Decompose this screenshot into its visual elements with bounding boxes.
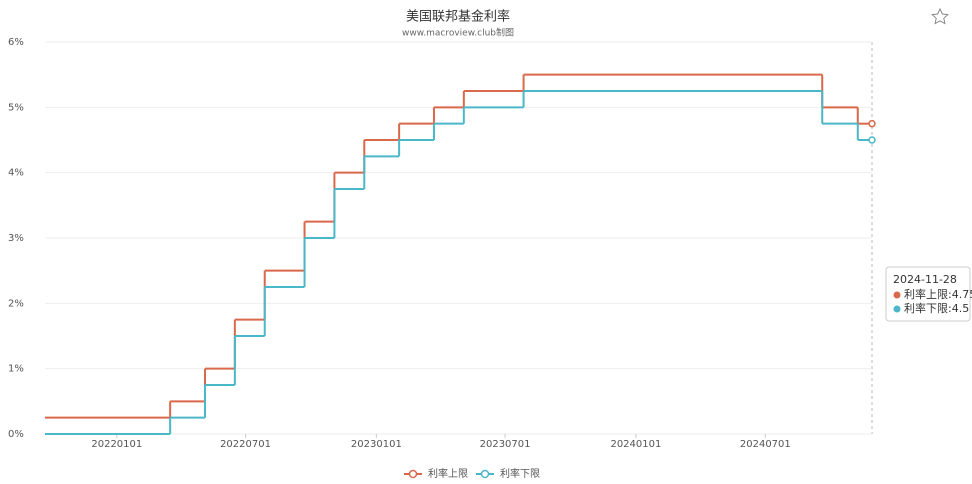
- y-tick-label: 0%: [8, 429, 24, 440]
- chart-subtitle: www.macroview.club制图: [402, 27, 514, 39]
- tooltip: 2024-11-28 利率上限:4.75 利率下限:4.5: [885, 266, 972, 322]
- y-tick-label: 1%: [8, 364, 24, 375]
- end-point: [868, 119, 876, 128]
- tooltip-dot: [893, 291, 901, 299]
- x-tick-label: 20220701: [220, 439, 271, 450]
- y-tick-label: 2%: [8, 298, 24, 309]
- legend-marker: [408, 469, 418, 479]
- favorite-icon[interactable]: [931, 7, 949, 25]
- tooltip-item: 利率上限:4.75: [904, 287, 972, 301]
- x-tick-label: 20220101: [91, 439, 142, 450]
- y-tick-label: 6%: [8, 37, 24, 48]
- legend-marker: [480, 469, 490, 479]
- x-tick-label: 20230701: [480, 439, 531, 450]
- y-tick-label: 3%: [8, 233, 24, 244]
- tooltip-item: 利率下限:4.5: [904, 301, 969, 315]
- x-tick-label: 20240101: [610, 439, 661, 450]
- y-tick-label: 5%: [8, 102, 24, 113]
- end-point: [868, 136, 876, 144]
- legend-label[interactable]: 利率下限: [500, 467, 540, 480]
- y-tick-label: 4%: [8, 168, 24, 179]
- legend-label[interactable]: 利率上限: [428, 467, 468, 480]
- tooltip-dot: [893, 305, 901, 313]
- x-tick-label: 20230101: [351, 439, 402, 450]
- x-tick-label: 20240701: [740, 439, 791, 450]
- chart-title: 美国联邦基金利率: [406, 9, 510, 25]
- tooltip-title: 2024-11-28: [893, 273, 957, 286]
- tooltip-box: [885, 266, 971, 322]
